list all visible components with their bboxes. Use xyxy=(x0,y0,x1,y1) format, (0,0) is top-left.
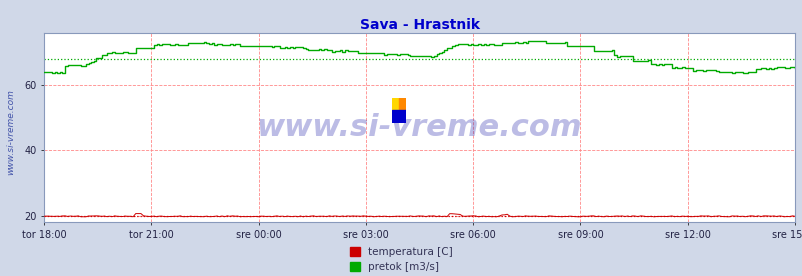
Bar xyxy=(399,98,406,110)
Bar xyxy=(391,98,399,110)
Title: Sava - Hrastnik: Sava - Hrastnik xyxy=(359,18,479,32)
Bar xyxy=(391,110,406,123)
Text: www.si-vreme.com: www.si-vreme.com xyxy=(257,113,581,142)
Text: www.si-vreme.com: www.si-vreme.com xyxy=(6,89,15,176)
Legend: temperatura [C], pretok [m3/s]: temperatura [C], pretok [m3/s] xyxy=(350,247,452,272)
